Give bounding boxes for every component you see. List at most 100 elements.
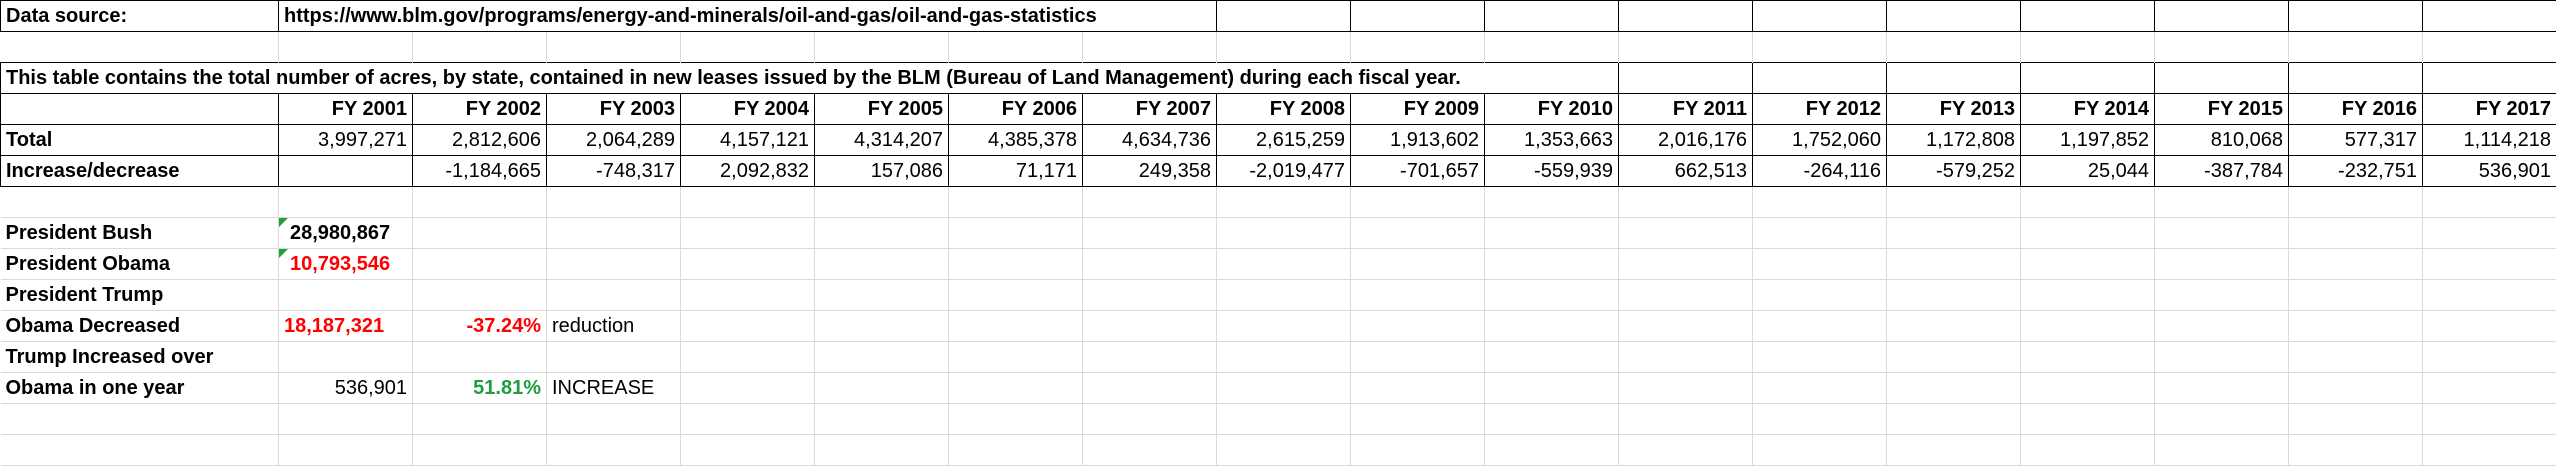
empty-cell[interactable] — [1887, 342, 2021, 373]
empty-cell[interactable] — [413, 404, 547, 435]
empty-cell[interactable] — [815, 187, 949, 218]
value-cell[interactable]: 2,615,259 — [1217, 125, 1351, 156]
fiscal-year-header-cell[interactable]: FY 2017 — [2423, 94, 2556, 125]
fiscal-year-header-cell[interactable]: FY 2009 — [1351, 94, 1485, 125]
empty-cell[interactable] — [1485, 32, 1619, 63]
empty-cell[interactable] — [2021, 32, 2155, 63]
empty-cell[interactable] — [815, 404, 949, 435]
empty-cell[interactable] — [949, 311, 1083, 342]
empty-cell[interactable] — [815, 342, 949, 373]
empty-cell[interactable] — [1351, 187, 1485, 218]
empty-cell[interactable] — [1351, 1, 1485, 32]
empty-cell[interactable] — [279, 32, 413, 63]
empty-cell[interactable] — [2155, 311, 2289, 342]
empty-cell[interactable] — [949, 342, 1083, 373]
empty-cell[interactable] — [2021, 404, 2155, 435]
empty-cell[interactable] — [681, 218, 815, 249]
value-cell[interactable]: 157,086 — [815, 156, 949, 187]
empty-cell[interactable] — [1619, 218, 1753, 249]
empty-cell[interactable] — [547, 404, 681, 435]
empty-cell[interactable] — [681, 280, 815, 311]
empty-cell[interactable] — [1887, 63, 2021, 94]
fiscal-year-header-cell[interactable]: FY 2004 — [681, 94, 815, 125]
empty-cell[interactable] — [2289, 32, 2423, 63]
empty-cell[interactable] — [1485, 187, 1619, 218]
empty-cell[interactable] — [1887, 435, 2021, 466]
empty-cell[interactable] — [949, 249, 1083, 280]
empty-cell[interactable] — [2155, 63, 2289, 94]
empty-cell[interactable] — [1485, 435, 1619, 466]
value-cell[interactable]: 1,114,218 — [2423, 125, 2556, 156]
empty-cell[interactable] — [2021, 280, 2155, 311]
value-cell[interactable]: 577,317 — [2289, 125, 2423, 156]
empty-cell[interactable] — [2289, 249, 2423, 280]
empty-cell[interactable] — [2021, 373, 2155, 404]
value-cell[interactable]: 1,752,060 — [1753, 125, 1887, 156]
empty-cell[interactable] — [1351, 32, 1485, 63]
empty-cell[interactable] — [2155, 342, 2289, 373]
empty-cell[interactable] — [1619, 373, 1753, 404]
empty-cell[interactable] — [681, 32, 815, 63]
data-source-label-cell[interactable]: Data source: — [1, 1, 279, 32]
row-label-cell[interactable]: Increase/decrease — [1, 156, 279, 187]
empty-cell[interactable] — [2423, 218, 2556, 249]
empty-cell[interactable] — [949, 404, 1083, 435]
fiscal-year-header-cell[interactable]: FY 2012 — [1753, 94, 1887, 125]
empty-cell[interactable] — [2289, 435, 2423, 466]
summary-label-cell[interactable]: President Bush — [1, 218, 279, 249]
empty-cell[interactable] — [1887, 1, 2021, 32]
empty-cell[interactable] — [1351, 404, 1485, 435]
empty-cell[interactable] — [1887, 187, 2021, 218]
empty-cell[interactable] — [1887, 280, 2021, 311]
summary-label-cell[interactable]: Obama in one year — [1, 373, 279, 404]
empty-cell[interactable] — [2423, 404, 2556, 435]
value-cell[interactable]: 1,913,602 — [1351, 125, 1485, 156]
empty-cell[interactable] — [1753, 1, 1887, 32]
data-source-url-cell[interactable]: https://www.blm.gov/programs/energy-and-… — [279, 1, 1217, 32]
empty-cell[interactable] — [681, 404, 815, 435]
empty-cell[interactable] — [547, 32, 681, 63]
empty-cell[interactable] — [1619, 32, 1753, 63]
empty-cell[interactable] — [2289, 1, 2423, 32]
empty-cell[interactable] — [2423, 280, 2556, 311]
value-cell[interactable]: 810,068 — [2155, 125, 2289, 156]
empty-cell[interactable] — [2155, 32, 2289, 63]
empty-cell[interactable] — [413, 32, 547, 63]
empty-cell[interactable] — [1217, 218, 1351, 249]
empty-cell[interactable] — [1753, 311, 1887, 342]
empty-cell[interactable] — [949, 435, 1083, 466]
value-cell[interactable]: -579,252 — [1887, 156, 2021, 187]
fiscal-year-header-cell[interactable]: FY 2015 — [2155, 94, 2289, 125]
empty-cell[interactable] — [2289, 63, 2423, 94]
empty-cell[interactable] — [1485, 280, 1619, 311]
value-cell[interactable] — [279, 156, 413, 187]
value-cell[interactable]: -701,657 — [1351, 156, 1485, 187]
empty-cell[interactable] — [1753, 435, 1887, 466]
empty-cell[interactable] — [1753, 249, 1887, 280]
empty-cell[interactable] — [681, 435, 815, 466]
value-cell[interactable]: 3,997,271 — [279, 125, 413, 156]
empty-cell[interactable] — [1887, 218, 2021, 249]
value-cell[interactable]: 71,171 — [949, 156, 1083, 187]
empty-cell[interactable] — [2021, 342, 2155, 373]
empty-cell[interactable] — [815, 373, 949, 404]
empty-cell[interactable] — [1351, 218, 1485, 249]
value-cell[interactable]: -748,317 — [547, 156, 681, 187]
empty-cell[interactable] — [1619, 249, 1753, 280]
empty-cell[interactable] — [2423, 187, 2556, 218]
empty-cell[interactable] — [1217, 280, 1351, 311]
empty-cell[interactable] — [1753, 187, 1887, 218]
empty-cell[interactable] — [1351, 249, 1485, 280]
value-cell[interactable]: 2,064,289 — [547, 125, 681, 156]
empty-cell[interactable] — [949, 218, 1083, 249]
empty-cell[interactable] — [1083, 311, 1217, 342]
corner-cell[interactable] — [1, 94, 279, 125]
empty-cell[interactable] — [547, 249, 681, 280]
empty-cell[interactable] — [1217, 1, 1351, 32]
empty-cell[interactable] — [1083, 342, 1217, 373]
empty-cell[interactable] — [1753, 342, 1887, 373]
empty-cell[interactable] — [2423, 435, 2556, 466]
empty-cell[interactable] — [1083, 373, 1217, 404]
empty-cell[interactable] — [2021, 1, 2155, 32]
value-cell[interactable]: 2,016,176 — [1619, 125, 1753, 156]
